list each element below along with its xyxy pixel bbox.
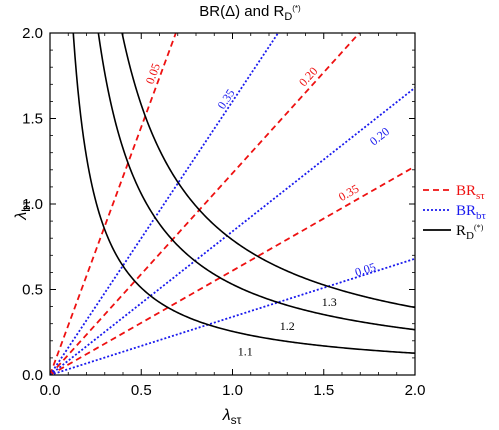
- legend-label: RD(*): [456, 223, 484, 242]
- chart-title: BR(Δ) and RD(*): [199, 3, 301, 23]
- y-tick-label: 1.0: [22, 196, 43, 213]
- series-line-br-stau-0-20: [50, 33, 360, 375]
- contour-label-br-stau-0-05: 0.05: [143, 61, 163, 86]
- plot-area: 0.05 0.20 0.35 0.35 0.20 0.05 1.1 1.2 1.3 0.00.0 0…: [22, 25, 426, 399]
- contour-label-br-btau-0-35: 0.35: [214, 86, 237, 111]
- x-axis-label: λsτ: [222, 407, 242, 427]
- contour-label-br-stau-0-35: 0.35: [336, 181, 361, 204]
- series-line-r-d-1-2: [97, 33, 415, 331]
- series-group: [50, 33, 415, 375]
- contour-label-br-btau-0-05: 0.05: [353, 260, 377, 280]
- contour-label-r-d-1-2: 1.2: [280, 319, 295, 333]
- y-tick-label: 0.0: [22, 367, 43, 384]
- y-axis-label: λbτ: [13, 200, 33, 221]
- contour-label-r-d-1-1: 1.1: [238, 345, 253, 359]
- y-tick-label: 1.5: [22, 111, 43, 128]
- legend-label: BRsτ: [456, 183, 485, 202]
- y-tick-label: 2.0: [22, 25, 43, 42]
- series-line-br-stau-0-35: [50, 165, 415, 375]
- legend-label: BRbτ: [456, 203, 487, 222]
- contour-label-r-d-1-3: 1.3: [322, 295, 337, 309]
- x-tick-label: 0.0: [40, 382, 61, 399]
- series-line-br-btau-0-20: [50, 87, 415, 375]
- series-line-br-btau-0-35: [50, 33, 279, 375]
- series-line-br-stau-0-05: [50, 33, 177, 375]
- series-line-r-d-1-1: [72, 33, 415, 354]
- x-tick-label: 0.5: [131, 382, 152, 399]
- y-tick-label: 0.5: [22, 282, 43, 299]
- contour-label-br-btau-0-20: 0.20: [367, 124, 392, 148]
- series-line-r-d-1-3: [121, 33, 415, 309]
- contour-label-br-stau-0-20: 0.20: [296, 64, 320, 89]
- x-tick-label: 1.5: [313, 382, 334, 399]
- x-tick-label: 2.0: [405, 382, 426, 399]
- x-tick-label: 1.0: [222, 382, 243, 399]
- plot-frame: [49, 32, 416, 376]
